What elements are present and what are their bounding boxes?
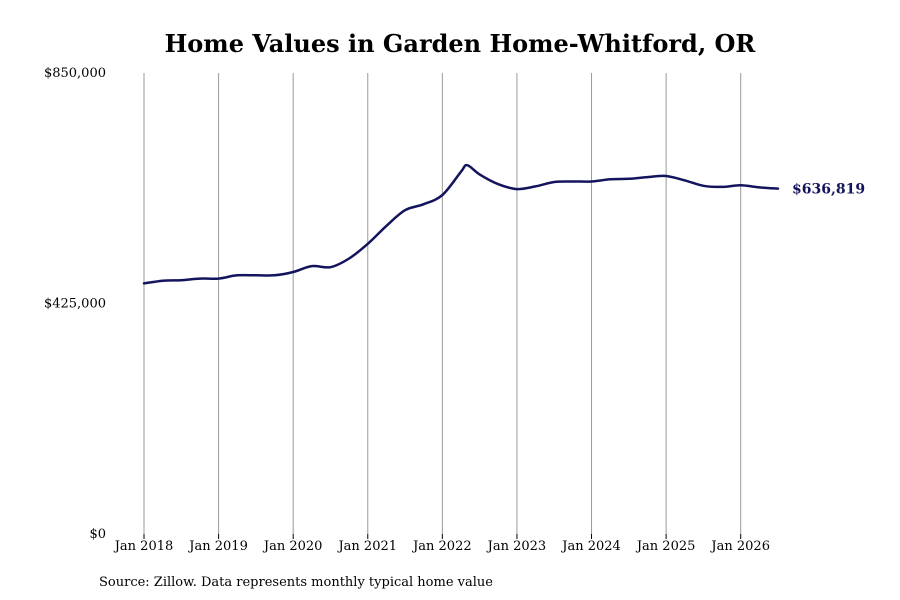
series-line-home-value [142,163,780,285]
x-tick-label: Jan 2023 [486,539,547,554]
y-tick-label: $425,000 [44,297,106,312]
x-tick-label: Jan 2026 [709,539,770,554]
y-axis-tick-labels: $0 $425,000 $850,000 [44,66,106,542]
x-tick-label: Jan 2022 [411,539,472,554]
y-tick-label: $850,000 [44,66,106,81]
source-note: Source: Zillow. Data represents monthly … [99,575,493,590]
x-axis-tick-labels: Jan 2018 Jan 2019 Jan 2020 Jan 2021 Jan 2022… [113,534,770,554]
x-tick-label: Jan 2025 [635,539,696,554]
x-tick-label: Jan 2024 [560,539,621,554]
y-tick-label: $0 [89,527,106,542]
x-tick-label: Jan 2021 [336,539,397,554]
vertical-gridlines [143,73,742,534]
chart-title: Home Values in Garden Home-Whitford, OR [165,29,757,58]
end-value-label: $636,819 [792,182,865,198]
x-tick-label: Jan 2020 [262,539,323,554]
x-tick-label: Jan 2018 [113,539,174,554]
x-tick-label: Jan 2019 [187,539,248,554]
